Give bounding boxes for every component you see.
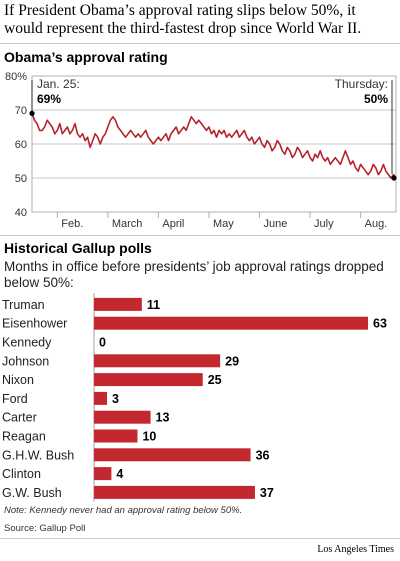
divider: [0, 235, 400, 236]
category-label: Clinton: [2, 467, 41, 481]
divider: [0, 538, 400, 539]
publisher-credit: Los Angeles Times: [317, 544, 394, 555]
x-tick-label: March: [112, 218, 143, 230]
x-tick-label: May: [213, 218, 234, 230]
annotation-label: Jan. 25:: [37, 77, 80, 91]
category-label: Johnson: [2, 354, 49, 368]
bar: [94, 391, 108, 405]
bar: [94, 429, 138, 443]
x-tick-label: July: [314, 218, 334, 230]
bar-value-label: 29: [225, 354, 239, 368]
headline: If President Obama’s approval rating sli…: [4, 2, 362, 37]
bar-value-label: 37: [260, 486, 274, 500]
category-label: G.H.W. Bush: [2, 448, 74, 462]
y-tick-label: 60: [15, 139, 27, 151]
category-label: Eisenhower: [2, 317, 67, 331]
y-tick-label: 50: [15, 173, 27, 185]
approval-rating-line: [31, 113, 397, 179]
bar: [94, 373, 203, 387]
annotation-value: 50%: [364, 92, 388, 106]
y-tick-label: 40: [15, 207, 27, 219]
bar: [94, 316, 368, 330]
chart-note: Note: Kennedy never had an approval rati…: [4, 505, 243, 516]
end-point-marker: [391, 175, 397, 181]
x-tick-label: June: [264, 218, 288, 230]
source-line: Source: Gallup Poll: [4, 523, 86, 534]
category-label: Truman: [2, 298, 45, 312]
category-label: Carter: [2, 411, 37, 425]
bar-value-label: 3: [112, 392, 119, 406]
bar-chart: Truman 11 Eisenhower 63 Kennedy 0 Johnson 29 Nix…: [2, 293, 387, 502]
category-label: G.W. Bush: [2, 486, 62, 500]
category-label: Reagan: [2, 430, 46, 444]
x-tick-label: Aug.: [365, 218, 388, 230]
y-tick-label: 70: [15, 105, 27, 117]
bar: [94, 448, 251, 462]
divider: [0, 43, 400, 44]
bar: [94, 410, 151, 424]
bar-value-label: 36: [256, 448, 270, 462]
annotation-label: Thursday:: [335, 77, 388, 91]
bar-value-label: 10: [142, 430, 156, 444]
bar: [94, 354, 221, 368]
bar-chart-title: Historical Gallup polls: [4, 240, 152, 256]
category-label: Nixon: [2, 373, 34, 387]
bar: [94, 485, 255, 499]
x-tick-label: Feb.: [61, 218, 83, 230]
bar: [94, 467, 112, 481]
x-tick-label: April: [162, 218, 184, 230]
annotation-value: 69%: [37, 92, 61, 106]
bar-value-label: 63: [373, 317, 387, 331]
y-tick-label: 80%: [5, 71, 27, 83]
line-chart-title: Obama’s approval rating: [4, 49, 168, 65]
category-label: Kennedy: [2, 336, 52, 350]
bar-value-label: 11: [147, 298, 160, 312]
bar-value-label: 13: [156, 411, 170, 425]
start-point-marker: [29, 110, 35, 116]
bar: [94, 297, 142, 311]
bar-chart-subtitle: Months in office before presidents’ job …: [4, 259, 384, 290]
bar-value-label: 0: [99, 336, 106, 350]
category-label: Ford: [2, 392, 28, 406]
bar-value-label: 25: [208, 373, 222, 387]
line-chart: 80% 70 60 50 40 Feb. March April May June July Aug.…: [5, 71, 397, 230]
bar-value-label: 4: [116, 467, 123, 481]
